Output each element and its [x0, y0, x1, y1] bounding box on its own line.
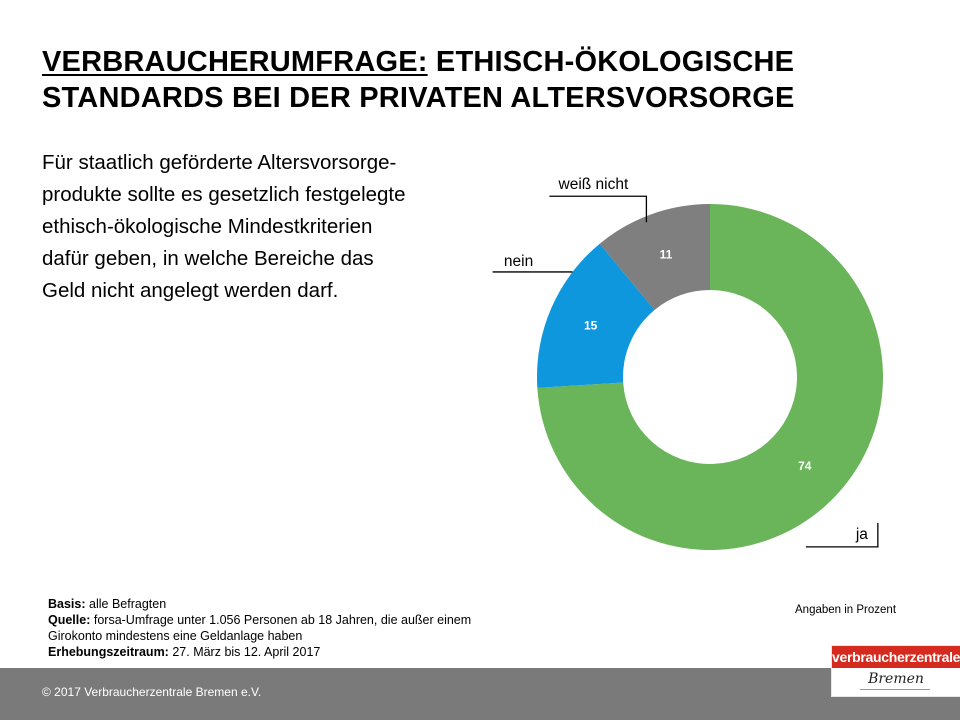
intro-line-5: Geld nicht angelegt werden darf. [42, 279, 339, 302]
intro-text: Für staatlich geförderte Altersvorsorge-… [42, 147, 482, 307]
value-label-ja: 74 [798, 459, 812, 473]
zeitraum-label: Erhebungszeitraum: [48, 645, 169, 659]
brand-logo: verbraucherzentrale Bremen [832, 646, 960, 696]
title-line2: STANDARDS BEI DER PRIVATEN ALTERSVORSORG… [42, 82, 795, 114]
title-part2: ETHISCH-ÖKOLOGISCHE [435, 46, 795, 78]
footnote-quelle: Quelle: forsa-Umfrage unter 1.056 Person… [48, 612, 548, 628]
zeitraum-value: 27. März bis 12. April 2017 [172, 645, 321, 659]
footnotes: Basis: alle Befragten Quelle: forsa-Umfr… [48, 596, 548, 660]
unit-note: Angaben in Prozent [795, 604, 897, 616]
category-label-nein: nein [504, 253, 533, 270]
slice-weiß-nicht [599, 204, 710, 310]
quelle-value-line2: Girokonto mindestens eine Geldanlage hab… [48, 629, 303, 643]
footer-bar: © 2017 Verbraucherzentrale Bremen e.V. [0, 668, 960, 720]
logo-underline [860, 689, 930, 690]
slice-ja [537, 204, 884, 550]
basis-value: alle Befragten [89, 597, 167, 611]
value-label-nein: 15 [584, 318, 598, 332]
leader-weiß-nicht [549, 195, 648, 223]
footnote-quelle-cont: Girokonto mindestens eine Geldanlage hab… [48, 628, 548, 644]
slice-nein [537, 243, 655, 388]
intro-line-1: Für staatlich geförderte Altersvorsorge- [42, 151, 397, 174]
intro-line-4: dafür geben, in welche Bereiche das [42, 247, 374, 270]
category-label-weiß-nicht: weiß nicht [558, 176, 629, 193]
category-label-ja: ja [855, 526, 868, 543]
donut-slices [537, 204, 884, 550]
page-title: VERBRAUCHERUMFRAGE: ETHISCH-ÖKOLOGISCHE … [42, 44, 922, 116]
intro-line-2: produkte sollte es gesetzlich festgelegt… [42, 183, 406, 206]
value-label-weiß-nicht: 11 [660, 248, 673, 262]
quelle-label: Quelle: [48, 613, 91, 627]
label-leaders [492, 195, 879, 548]
logo-top-text: verbraucherzentrale [832, 646, 960, 668]
footnote-zeitraum: Erhebungszeitraum: 27. März bis 12. Apri… [48, 644, 548, 660]
copyright-text: © 2017 Verbraucherzentrale Bremen e.V. [42, 685, 262, 699]
title-part1: VERBRAUCHERUMFRAGE: [42, 46, 428, 78]
quelle-value-line1: forsa-Umfrage unter 1.056 Personen ab 18… [93, 613, 472, 627]
value-labels: 74 15 11 [584, 248, 812, 473]
footnote-basis: Basis: alle Befragten [48, 596, 548, 612]
intro-line-3: ethisch-ökologische Mindestkriterien [42, 215, 373, 238]
leader-ja [805, 522, 879, 548]
logo-bottom-text: Bremen [868, 671, 924, 687]
basis-label: Basis: [48, 597, 86, 611]
category-labels: ja nein weiß nicht [504, 176, 868, 543]
